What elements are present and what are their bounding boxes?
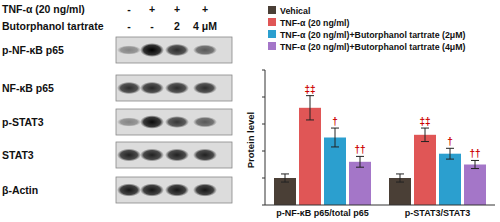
bar	[464, 165, 486, 206]
legend-label: TNF-α (20 ng/ml)+Butorphanol tartrate (4…	[280, 42, 466, 52]
band-label: p-NF-κB p65	[2, 44, 64, 56]
condition-sign: 2	[174, 20, 180, 32]
legend-swatch	[268, 6, 276, 14]
x-tick-label: p-NF-κB p65/total p65	[276, 208, 369, 218]
y-tick	[262, 97, 265, 98]
error-bar	[471, 160, 479, 168]
x-axis	[265, 205, 495, 206]
blot-strip	[116, 37, 232, 63]
condition-sign: +	[149, 3, 155, 15]
condition-sign: 4 μM	[193, 20, 217, 32]
condition-label: Butorphanol tartrate	[2, 20, 104, 32]
significance-mark: ††	[354, 144, 365, 155]
y-tick	[262, 70, 265, 71]
blot-band	[165, 44, 189, 56]
bar	[299, 108, 321, 205]
error-bar	[281, 174, 289, 182]
band-label: STAT3	[2, 149, 34, 161]
bar	[414, 135, 436, 205]
error-bar	[331, 128, 339, 147]
band-label: β-Actin	[2, 184, 38, 196]
legend-swatch	[268, 18, 276, 26]
condition-sign: +	[174, 3, 180, 15]
legend-swatch	[268, 30, 276, 38]
blot-band	[117, 82, 141, 94]
blot-band	[193, 117, 217, 128]
bar	[274, 178, 296, 205]
y-tick	[262, 151, 265, 152]
significance-mark: ††	[469, 148, 480, 159]
legend-swatch	[268, 42, 276, 50]
blot-band	[140, 115, 164, 129]
blot-band	[165, 82, 189, 94]
blot-strip	[116, 177, 232, 203]
blot-band	[165, 116, 189, 128]
blot-band	[193, 149, 217, 162]
blot-band	[117, 183, 141, 196]
y-axis	[265, 70, 266, 205]
blot-band	[140, 183, 164, 196]
error-bar	[396, 174, 404, 182]
blot-strip	[116, 109, 232, 135]
legend-label: TNF-α (20 ng/ml)+Butorphanol tartrate (2…	[280, 30, 466, 40]
bar	[439, 154, 461, 205]
blot-band	[165, 149, 189, 162]
significance-mark: †	[332, 116, 338, 127]
blot-strip	[116, 142, 232, 168]
error-bar	[306, 96, 314, 120]
bar	[389, 178, 411, 205]
blot-band	[193, 183, 217, 196]
band-label: NF-κB p65	[2, 82, 54, 94]
condition-sign: -	[127, 3, 131, 15]
condition-label: TNF-α (20 ng/ml)	[2, 3, 85, 15]
bar	[349, 162, 371, 205]
blot-band	[117, 45, 141, 54]
error-bar	[421, 128, 429, 142]
y-tick	[262, 124, 265, 125]
legend-label: TNF-α (20 ng/ml)	[280, 18, 349, 28]
blot-strip	[116, 75, 232, 101]
band-label: p-STAT3	[2, 116, 44, 128]
bar	[324, 138, 346, 206]
blot-band	[117, 117, 141, 126]
blot-band	[140, 149, 164, 162]
y-tick	[262, 205, 265, 206]
significance-mark: †	[447, 136, 453, 147]
blot-band	[193, 45, 217, 56]
x-tick-label: p-STAT3/STAT3	[405, 208, 470, 218]
plot-area	[274, 96, 486, 205]
error-bar	[446, 148, 454, 159]
legend-label: Vehical	[280, 6, 310, 16]
blot-band	[193, 82, 217, 94]
condition-sign: +	[202, 3, 208, 15]
blot-band	[140, 43, 164, 57]
blot-band	[165, 183, 189, 196]
significance-mark: ‡‡	[304, 84, 315, 95]
figure: TNF-α (20 ng/ml) - + + + Butorphanol tartrate…	[0, 0, 500, 222]
condition-sign: -	[127, 20, 131, 32]
significance-mark: ‡‡	[419, 116, 430, 127]
error-bar	[356, 156, 364, 167]
condition-sign: -	[150, 20, 154, 32]
y-tick	[262, 178, 265, 179]
y-axis-label: Protein level	[245, 112, 256, 169]
blot-band	[140, 82, 164, 95]
blot-band	[117, 149, 141, 162]
